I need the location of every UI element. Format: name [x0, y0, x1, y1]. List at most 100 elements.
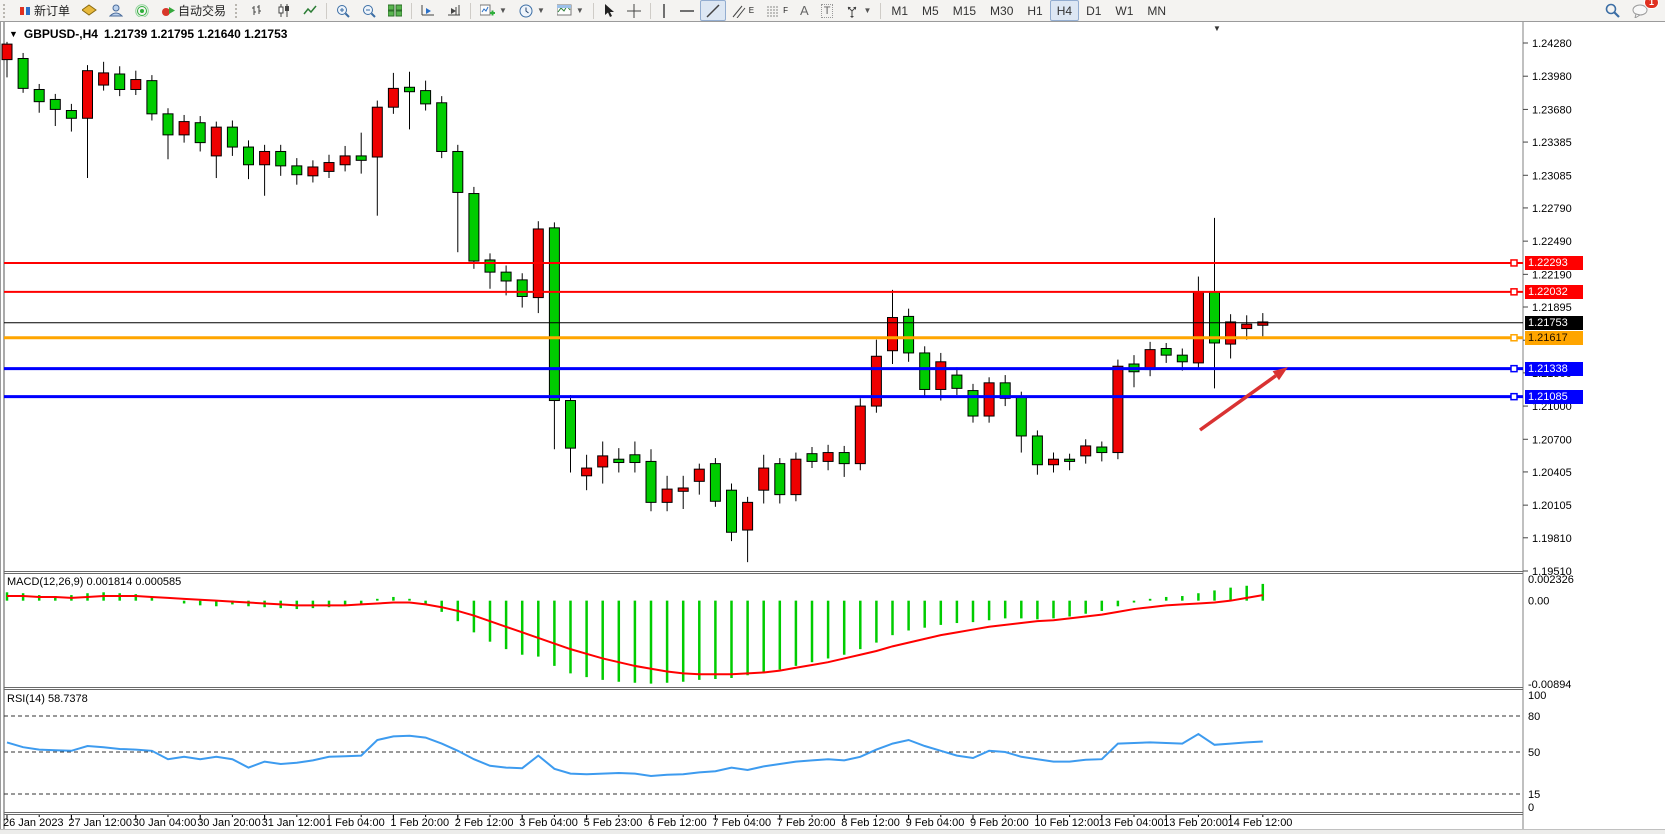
- signals-button[interactable]: [129, 0, 155, 21]
- text-tool-button[interactable]: A: [794, 0, 815, 21]
- svg-text:5 Feb 23:00: 5 Feb 23:00: [584, 817, 643, 829]
- chart-title: ▼ GBPUSD-,H4 1.21739 1.21795 1.21640 1.2…: [9, 27, 287, 41]
- chart-shift-button[interactable]: [441, 0, 467, 21]
- tf-mn-button[interactable]: MN: [1147, 3, 1167, 18]
- svg-text:80: 80: [1528, 711, 1540, 723]
- chart-dropdown-icon[interactable]: ▼: [9, 29, 18, 39]
- chart-shift-marker[interactable]: ▼: [1213, 24, 1221, 33]
- fibo-tool-suffix: F: [783, 6, 789, 15]
- svg-text:14 Feb 12:00: 14 Feb 12:00: [1228, 817, 1293, 829]
- svg-text:7 Feb 04:00: 7 Feb 04:00: [712, 817, 771, 829]
- svg-text:1.19810: 1.19810: [1532, 533, 1572, 545]
- price-badge-1.21617: 1.21617: [1525, 330, 1583, 345]
- gold-box-button[interactable]: [76, 0, 103, 21]
- svg-text:1.23980: 1.23980: [1532, 71, 1572, 83]
- search-icon: [1605, 3, 1620, 18]
- chevron-down-icon: ▼: [536, 6, 545, 15]
- svg-text:13 Feb 04:00: 13 Feb 04:00: [1099, 817, 1164, 829]
- ohlc-values-label: 1.21739 1.21795 1.21640 1.21753: [103, 27, 288, 41]
- new-order-button[interactable]: 新订单: [13, 0, 76, 21]
- zoom-in-icon: [337, 4, 350, 18]
- svg-text:1.23680: 1.23680: [1532, 104, 1572, 116]
- line-chart-type-button[interactable]: [297, 0, 323, 21]
- svg-text:7 Feb 20:00: 7 Feb 20:00: [777, 817, 836, 829]
- new-chart-icon: [480, 4, 496, 16]
- fibonacci-tool-button[interactable]: F: [760, 0, 794, 21]
- search-button[interactable]: [1599, 0, 1626, 21]
- tile-windows-button[interactable]: [382, 0, 408, 21]
- svg-text:8 Feb 12:00: 8 Feb 12:00: [841, 817, 900, 829]
- tf-m30-button[interactable]: M30: [990, 3, 1014, 18]
- price-badge-1.22293: 1.22293: [1525, 255, 1583, 270]
- bar-chart-type-button[interactable]: [245, 0, 271, 21]
- macd-label: MACD(12,26,9) 0.001814 0.000585: [7, 576, 182, 588]
- svg-text:10 Feb 12:00: 10 Feb 12:00: [1034, 817, 1099, 829]
- tf-d1-button[interactable]: D1: [1086, 3, 1102, 18]
- label-icon: T: [820, 3, 834, 18]
- cursor-icon: [604, 3, 614, 17]
- svg-text:1.21895: 1.21895: [1532, 302, 1572, 314]
- zoom-out-button[interactable]: [356, 0, 382, 21]
- candle-chart-type-button[interactable]: [271, 0, 297, 21]
- channel-tool-suffix: E: [748, 6, 755, 15]
- tf-w1-button[interactable]: W1: [1115, 3, 1134, 18]
- auto-scroll-button[interactable]: [415, 0, 441, 21]
- autotrade-label: 自动交易: [178, 4, 227, 18]
- tf-m15-button[interactable]: M15: [952, 3, 977, 18]
- chat-icon: [1632, 4, 1648, 18]
- tf-h4-button[interactable]: H4: [1049, 0, 1080, 21]
- svg-text:30 Jan 04:00: 30 Jan 04:00: [133, 817, 197, 829]
- svg-text:1.19510: 1.19510: [1532, 566, 1572, 578]
- tf-m5-button[interactable]: M5: [922, 3, 939, 18]
- channel-icon: [732, 5, 746, 18]
- text-icon: A: [800, 3, 809, 18]
- svg-text:3 Feb 04:00: 3 Feb 04:00: [519, 817, 578, 829]
- toolbar-grip[interactable]: [3, 3, 10, 18]
- candle-chart-icon: [278, 4, 290, 17]
- svg-text:1.20105: 1.20105: [1532, 500, 1572, 512]
- price-badge-1.21753: 1.21753: [1525, 315, 1583, 330]
- channel-tool-button[interactable]: E: [726, 0, 760, 21]
- svg-text:-0.00894: -0.00894: [1528, 679, 1571, 691]
- window-bottom-edge: [0, 829, 1665, 834]
- horizontal-line-tool-button[interactable]: [674, 0, 700, 21]
- horizontal-line-icon: [679, 9, 694, 12]
- periods-button[interactable]: ▼: [513, 0, 551, 21]
- crosshair-icon: [626, 3, 641, 18]
- autotrade-button[interactable]: 自动交易: [155, 0, 232, 21]
- svg-text:1 Feb 04:00: 1 Feb 04:00: [326, 817, 385, 829]
- autotrade-icon: [162, 7, 176, 16]
- svg-text:1.20700: 1.20700: [1532, 434, 1572, 446]
- arrows-tool-button[interactable]: ▼: [839, 0, 877, 21]
- svg-text:1.22790: 1.22790: [1532, 203, 1572, 215]
- chart-window: 1.24280 1.23980 1.23680 1.23385 1.23085 1.227…: [0, 21, 1665, 831]
- new-chart-button[interactable]: ▼: [474, 0, 513, 21]
- price-badge-1.21338: 1.21338: [1525, 361, 1583, 376]
- gold-box-icon: [82, 4, 97, 16]
- template-icon: [556, 4, 572, 16]
- svg-text:1.24280: 1.24280: [1532, 38, 1572, 50]
- chevron-down-icon: ▼: [499, 6, 507, 15]
- svg-text:1.23085: 1.23085: [1532, 170, 1572, 182]
- trendline-tool-button[interactable]: [699, 0, 726, 21]
- notifications-button[interactable]: 1: [1626, 0, 1659, 21]
- price-badge-1.22032: 1.22032: [1525, 284, 1583, 299]
- chart-canvas[interactable]: 1.24280 1.23980 1.23680 1.23385 1.23085 1.227…: [1, 22, 1665, 830]
- svg-text:1.22490: 1.22490: [1532, 236, 1572, 248]
- arrows-icon: [848, 6, 857, 18]
- zoom-in-button[interactable]: [330, 0, 356, 21]
- toolbar-grip[interactable]: [235, 3, 242, 18]
- label-tool-button[interactable]: T: [815, 0, 840, 21]
- templates-button[interactable]: ▼: [551, 0, 590, 21]
- tf-m1-button[interactable]: M1: [891, 3, 909, 18]
- cursor-tool-button[interactable]: [597, 0, 621, 21]
- vertical-line-tool-button[interactable]: [654, 0, 674, 21]
- expert-advisors-button[interactable]: [103, 0, 129, 21]
- tf-h1-button[interactable]: H1: [1027, 3, 1043, 18]
- crosshair-tool-button[interactable]: [621, 0, 647, 21]
- notification-badge: 1: [1643, 0, 1659, 9]
- arrange-left-icon: [421, 5, 435, 16]
- svg-text:1 Feb 20:00: 1 Feb 20:00: [390, 817, 449, 829]
- price-badge-1.21085: 1.21085: [1525, 389, 1583, 404]
